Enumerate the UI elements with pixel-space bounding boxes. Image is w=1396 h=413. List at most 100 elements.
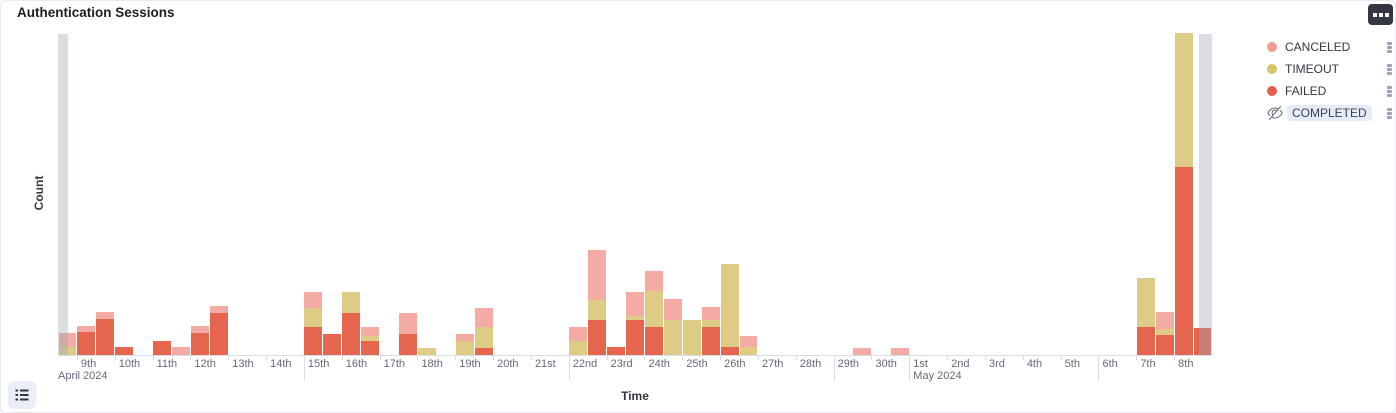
bar-segment-timeout[interactable] <box>361 336 380 341</box>
bar-segment-timeout[interactable] <box>304 308 323 327</box>
x-axis-tick-label: 14th <box>270 358 292 370</box>
bar-segment-failed[interactable] <box>304 327 323 355</box>
x-axis-tick-mark <box>757 355 759 360</box>
x-axis-tick-label: 29th <box>837 358 860 370</box>
bar-segment-canceled[interactable] <box>569 327 588 341</box>
x-axis-tick-label: 4th <box>1026 358 1043 370</box>
bar-segment-failed[interactable] <box>323 334 342 355</box>
bar-segment-timeout[interactable] <box>682 320 701 355</box>
panel-title: Authentication Sessions <box>17 5 175 20</box>
x-axis-tick-mark <box>303 355 305 381</box>
bar-segment-failed[interactable] <box>720 347 739 355</box>
x-axis-tick-label: 7th <box>1140 358 1156 370</box>
x-axis-tick-mark <box>984 355 986 360</box>
bar-segment-failed[interactable] <box>399 334 417 355</box>
bar-segment-canceled[interactable] <box>701 307 720 320</box>
bar-segment-timeout[interactable] <box>644 291 663 327</box>
bar-segment-failed[interactable] <box>701 327 720 355</box>
bar-segment-failed[interactable] <box>153 341 171 355</box>
x-axis-tick-label: 8th <box>1178 358 1194 370</box>
legend-item-failed[interactable]: FAILED <box>1267 83 1393 99</box>
bar-segment-canceled[interactable] <box>644 271 663 291</box>
bar-segment-timeout[interactable] <box>1155 329 1174 335</box>
x-axis-tick-label: 25th <box>686 358 708 370</box>
legend-item-timeout[interactable]: TIMEOUT <box>1267 61 1393 77</box>
bar-segment-timeout[interactable] <box>569 341 588 355</box>
bar-segment-canceled[interactable] <box>209 306 228 313</box>
bar-segment-timeout[interactable] <box>342 292 361 313</box>
bar-segment-failed[interactable] <box>77 332 96 355</box>
bar-segment-timeout[interactable] <box>417 348 436 355</box>
bar-segment-canceled[interactable] <box>474 308 493 327</box>
bar-segment-failed[interactable] <box>209 313 228 355</box>
bar-segment-timeout[interactable] <box>58 347 77 355</box>
legend-item-canceled[interactable]: CANCELED <box>1267 39 1393 55</box>
bar-segment-timeout[interactable] <box>663 320 682 355</box>
bar-segment-failed[interactable] <box>607 347 626 355</box>
bar-segment-canceled[interactable] <box>455 334 474 341</box>
x-axis-tick-label: 28th <box>799 358 822 370</box>
bar-segment-failed[interactable] <box>588 320 607 355</box>
x-axis-month-label: May 2024 <box>913 370 962 382</box>
bar-segment-failed[interactable] <box>1174 167 1193 355</box>
legend-item-completed[interactable]: COMPLETED <box>1267 105 1393 121</box>
bar-segment-timeout[interactable] <box>1174 33 1193 167</box>
legend-actions-button[interactable] <box>1386 84 1393 99</box>
bar-segment-canceled[interactable] <box>853 348 871 355</box>
bar-segment-canceled[interactable] <box>588 250 607 300</box>
x-axis-tick-label: 23rd <box>610 358 633 370</box>
bar-segment-timeout[interactable] <box>626 316 644 320</box>
bar-segment-timeout[interactable] <box>474 327 493 348</box>
x-axis-tick-label: 5th <box>1064 358 1080 370</box>
x-axis-tick-label: 16th <box>345 358 368 370</box>
bar-segment-failed[interactable] <box>1155 335 1174 355</box>
bar-segment-failed[interactable] <box>115 347 134 355</box>
x-axis-tick-mark <box>720 355 722 360</box>
x-axis-tick-label: 1st <box>913 358 928 370</box>
bar-segment-failed[interactable] <box>190 333 209 355</box>
bar-segment-canceled[interactable] <box>739 336 758 347</box>
bar-segment-canceled[interactable] <box>361 327 380 336</box>
bar-segment-timeout[interactable] <box>1136 278 1155 327</box>
x-axis-tick-mark <box>530 355 532 360</box>
bar-segment-canceled[interactable] <box>190 326 209 333</box>
bar-segment-timeout[interactable] <box>701 320 720 327</box>
partial-bucket-overlay <box>58 34 68 355</box>
bar-segment-canceled[interactable] <box>663 299 682 320</box>
bar-segment-timeout[interactable] <box>739 347 758 355</box>
bar-segment-canceled[interactable] <box>890 348 909 355</box>
legend-actions-button[interactable] <box>1386 62 1393 77</box>
bar-segment-failed[interactable] <box>361 341 380 355</box>
bar-segment-timeout[interactable] <box>455 341 474 355</box>
bar-segment-canceled[interactable] <box>304 292 323 308</box>
bar-segment-failed[interactable] <box>626 320 644 355</box>
bar-segment-failed[interactable] <box>644 327 663 355</box>
x-axis-tick-label: 24th <box>648 358 670 370</box>
x-axis-tick-mark <box>568 355 570 381</box>
x-axis-tick-mark <box>682 355 684 360</box>
legend-actions-button[interactable] <box>1386 40 1393 55</box>
bar-segment-timeout[interactable] <box>720 264 739 347</box>
bar-segment-failed[interactable] <box>342 313 361 355</box>
legend-actions-button[interactable] <box>1386 106 1393 121</box>
panel-options-button[interactable] <box>1368 4 1393 25</box>
bar-segment-canceled[interactable] <box>399 313 417 334</box>
bar-segment-failed[interactable] <box>1193 328 1212 355</box>
x-axis-tick-mark <box>1098 355 1100 381</box>
bar-segment-failed[interactable] <box>474 348 493 355</box>
x-axis-tick-label: 3rd <box>988 358 1005 370</box>
x-axis-tick-mark <box>871 355 873 360</box>
bar-segment-canceled[interactable] <box>58 333 77 347</box>
bar-segment-canceled[interactable] <box>626 292 644 316</box>
bar-segment-canceled[interactable] <box>96 312 115 319</box>
x-axis-tick-mark <box>341 355 343 360</box>
bar-segment-canceled[interactable] <box>77 326 96 332</box>
bar-segment-failed[interactable] <box>1136 327 1155 355</box>
bar-segment-canceled[interactable] <box>1155 312 1174 329</box>
bar-segment-timeout[interactable] <box>588 300 607 320</box>
bar-segment-failed[interactable] <box>96 319 115 355</box>
legend-toggle-button[interactable] <box>8 381 36 409</box>
bar-segment-canceled[interactable] <box>172 347 190 355</box>
x-axis-tick-label: 18th <box>421 358 443 370</box>
x-axis-tick-label: 15th <box>307 358 330 370</box>
